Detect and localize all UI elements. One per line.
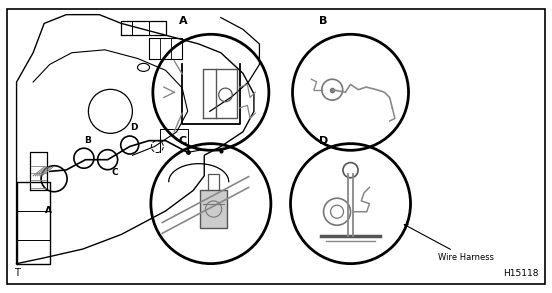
Text: H15118: H15118 (503, 269, 538, 278)
Text: A: A (179, 16, 188, 25)
Text: B: B (84, 136, 91, 145)
Text: D: D (130, 123, 138, 132)
Text: T: T (14, 268, 20, 278)
Text: C: C (112, 168, 118, 177)
Text: D: D (319, 136, 328, 146)
Text: Wire Harness: Wire Harness (404, 224, 495, 263)
Bar (200, 190, 227, 228)
Text: A: A (45, 207, 52, 215)
Text: C: C (178, 136, 187, 146)
Text: B: B (319, 16, 327, 25)
